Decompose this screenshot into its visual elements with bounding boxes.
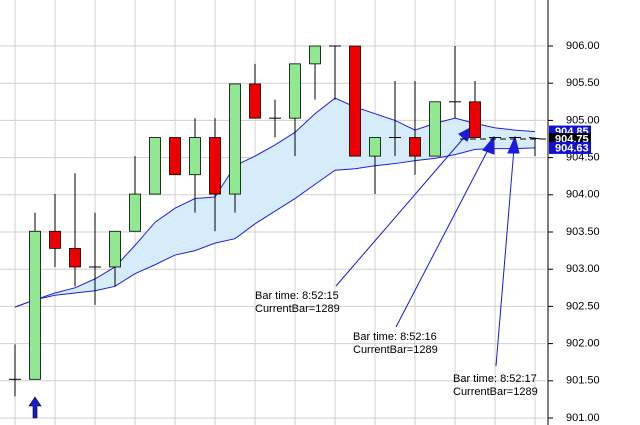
arrow	[495, 147, 515, 367]
candle-body	[209, 137, 221, 195]
candle-body	[189, 137, 201, 176]
candle-body	[469, 101, 481, 138]
candle-body	[409, 137, 421, 157]
y-tick-label: 902.50	[566, 300, 600, 312]
candle-body	[349, 45, 361, 157]
candle-body	[109, 230, 121, 268]
candle-body	[49, 230, 61, 249]
y-tick-label: 901.50	[566, 375, 600, 387]
candle-body	[229, 83, 241, 195]
y-tick-label: 903.50	[566, 226, 600, 238]
annotation: Bar time: 8:52:17	[453, 373, 537, 385]
entry-arrow	[28, 396, 42, 419]
y-tick-label: 903.00	[566, 263, 600, 275]
y-tick-label: 905.50	[566, 77, 600, 89]
y-tick-label: 902.00	[566, 338, 600, 350]
arrow-head	[507, 135, 520, 154]
arrow	[335, 132, 469, 287]
annotation: CurrentBar=1289	[255, 303, 340, 315]
up-arrow	[28, 396, 42, 419]
candle-body	[249, 83, 261, 119]
y-tick-label: 904.00	[566, 189, 600, 201]
candle-body	[69, 247, 81, 268]
candle-body	[369, 137, 381, 157]
annotation: CurrentBar=1289	[353, 344, 438, 356]
candle-body	[29, 230, 41, 380]
annotation: CurrentBar=1289	[453, 386, 538, 398]
band-area	[15, 98, 535, 308]
y-tick-label: 905.00	[566, 114, 600, 126]
candle-body	[528, 137, 542, 140]
band-upper	[14, 97, 536, 308]
candle-body	[429, 101, 441, 157]
candle-body	[169, 137, 181, 176]
annotation: Bar time: 8:52:16	[353, 331, 437, 343]
candle-body	[309, 45, 321, 65]
y-tick-label: 901.00	[566, 412, 600, 424]
y-tick-label: 906.00	[566, 40, 600, 52]
candle-body	[149, 137, 161, 195]
price-marker-label: 904.63	[555, 142, 589, 154]
price-marker	[549, 141, 591, 154]
y-tick-label: 904.50	[566, 152, 600, 164]
arrow	[395, 145, 491, 328]
annotation: Bar time: 8:52:15	[255, 290, 339, 302]
arrow-head	[482, 135, 495, 155]
candle-body	[289, 63, 301, 119]
candle-body	[129, 193, 141, 232]
